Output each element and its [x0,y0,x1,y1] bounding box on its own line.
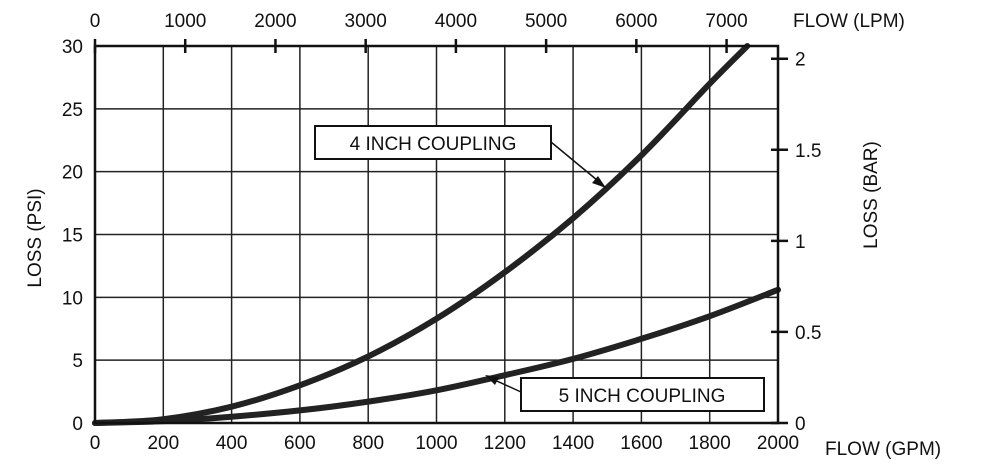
y-left-axis-title: LOSS (PSI) [25,188,46,287]
x-bottom-tick-label: 2000 [757,433,799,454]
y-left-tick-label: 20 [62,163,83,184]
y-right-axis-title: LOSS (BAR) [861,141,882,249]
x-bottom-tick-label: 1600 [620,433,662,454]
y-left-tick-label: 30 [62,37,83,58]
series-label-box-5-inch [520,377,765,412]
x-top-tick-label: 1000 [164,11,206,32]
y-left-tick-label: 10 [62,288,83,309]
y-right-tick-label: 0.5 [795,323,821,344]
x-bottom-tick-label: 0 [90,433,101,454]
x-top-tick-label: 5000 [525,11,567,32]
x-bottom-tick-label: 600 [284,433,316,454]
y-right-tick-label: 1 [795,232,806,253]
x-top-tick-label: 3000 [345,11,387,32]
y-right-tick-label: 0 [795,414,806,435]
x-bottom-tick-label: 200 [147,433,179,454]
callout-5-inch: 5 INCH COUPLING [485,375,765,412]
tick-labels: 0 200 400 600 800 1000 1200 1400 1600 1800 2000051… [62,11,822,454]
y-left-tick-label: 15 [62,226,83,247]
x-bottom-tick-label: 1000 [415,433,457,454]
right-axis-ticks [771,57,788,425]
x-top-tick-label: 6000 [615,11,657,32]
x-top-axis-title: FLOW (LPM) [793,11,905,32]
series-line-4-inch-coupling [92,43,751,426]
top-axis-ticks [93,39,728,53]
series-label-5-inch: 5 INCH COUPLING [559,386,726,407]
curves [92,43,781,426]
plot-frame [93,44,780,425]
leader-line-4-inch [550,141,604,186]
series-label-box-4-inch [314,125,552,160]
x-bottom-tick-label: 1400 [552,433,594,454]
x-top-tick-label: 4000 [435,11,477,32]
series-line-5-inch-coupling [92,286,781,426]
grid [94,45,779,424]
x-bottom-tick-label: 800 [352,433,384,454]
x-top-tick-label: 2000 [254,11,296,32]
y-right-tick-label: 1.5 [795,141,821,162]
x-bottom-axis-title: FLOW (GPM) [825,439,941,460]
x-bottom-tick-label: 400 [216,433,248,454]
y-left-tick-label: 5 [72,351,83,372]
x-bottom-tick-label: 1800 [689,433,731,454]
x-top-tick-label: 7000 [705,11,747,32]
arrowhead-5-inch [485,375,499,385]
y-left-tick-label: 25 [62,100,83,121]
y-right-tick-label: 2 [795,50,806,71]
series-label-4-inch: 4 INCH COUPLING [350,134,517,155]
arrowhead-4-inch [592,176,606,188]
callout-4-inch: 4 INCH COUPLING [314,125,606,188]
x-top-tick-label: 0 [90,11,101,32]
y-left-tick-label: 0 [72,414,83,435]
x-bottom-tick-label: 1200 [484,433,526,454]
